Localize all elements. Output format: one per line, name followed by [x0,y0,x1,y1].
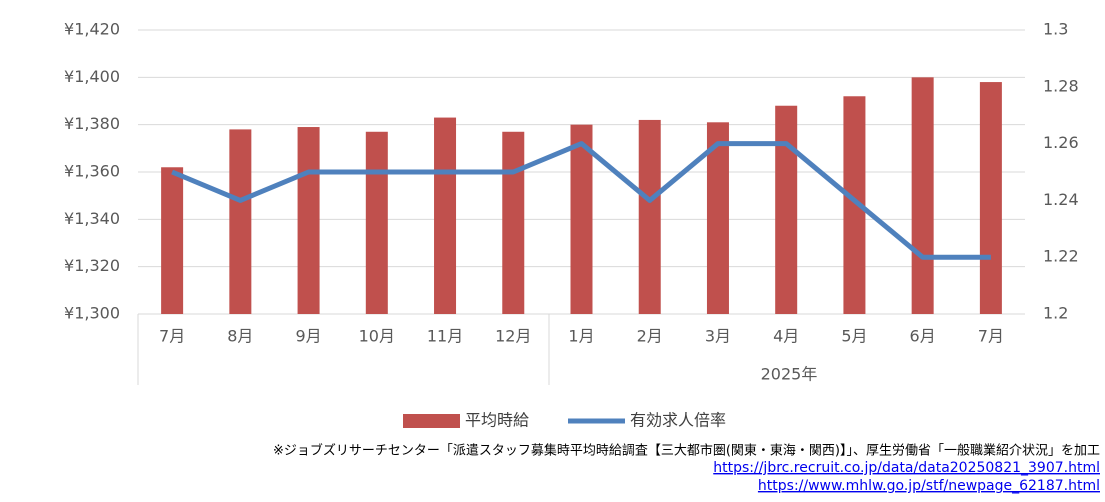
source-link[interactable]: https://www.mhlw.go.jp/stf/newpage_62187… [758,478,1100,494]
category-group-label: 2025年 [761,365,818,384]
source-note: ※ジョブズリサーチセンター「派遣スタッフ募集時平均時給調査【三大都市圏(関東・東… [273,443,1100,459]
x-tick-label: 7月 [978,327,1004,346]
x-tick-label: 4月 [773,327,799,346]
x-tick-label: 8月 [227,327,253,346]
legend-label: 有効求人倍率 [630,411,726,430]
bar [434,117,457,314]
bar [297,127,320,315]
y2-tick-label: 1.2 [1043,304,1068,323]
y-tick-label: ¥1,320 [64,256,120,275]
x-tick-label: 6月 [910,327,936,346]
bar [706,122,729,314]
x-tick-label: 7月 [159,327,185,346]
y-tick-label: ¥1,400 [64,67,120,86]
x-tick-label: 5月 [841,327,867,346]
x-tick-label: 9月 [295,327,321,346]
bar [365,131,388,314]
x-tick-label: 12月 [495,327,531,346]
bar [775,105,798,314]
y2-tick-label: 1.24 [1043,190,1079,209]
x-tick-label: 3月 [705,327,731,346]
y-tick-label: ¥1,340 [64,209,120,228]
bar [502,131,525,314]
source-link[interactable]: https://jbrc.recruit.co.jp/data/data2025… [713,460,1100,476]
bar [911,77,934,314]
y2-tick-label: 1.26 [1043,133,1079,152]
y2-tick-label: 1.22 [1043,247,1079,266]
bar [843,96,866,315]
x-tick-label: 10月 [359,327,395,346]
x-tick-label: 2月 [637,327,663,346]
source-link-text[interactable]: https://jbrc.recruit.co.jp/data/data2025… [713,460,1100,476]
y2-tick-label: 1.3 [1043,20,1068,39]
y-tick-label: ¥1,360 [64,162,120,181]
bar [638,119,661,314]
y-tick-label: ¥1,380 [64,114,120,133]
bar [979,82,1002,314]
y2-tick-label: 1.28 [1043,76,1079,95]
bar [161,167,184,314]
y-tick-label: ¥1,420 [64,20,120,39]
legend-swatch [403,414,460,428]
bar [570,124,593,315]
x-tick-label: 1月 [568,327,594,346]
legend-label: 平均時給 [465,411,529,430]
line [171,141,991,260]
source-link-text[interactable]: https://www.mhlw.go.jp/stf/newpage_62187… [758,478,1100,494]
x-tick-label: 11月 [427,327,463,346]
bar [229,129,252,314]
y-tick-label: ¥1,300 [64,304,120,323]
